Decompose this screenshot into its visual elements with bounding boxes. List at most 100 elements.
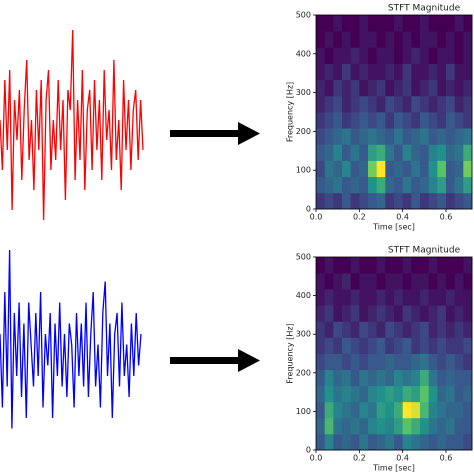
- cell: [385, 257, 395, 274]
- cell: [463, 176, 473, 194]
- cell: [342, 369, 352, 387]
- cell: [446, 417, 456, 435]
- cell: [394, 79, 404, 97]
- cell: [428, 144, 438, 161]
- cell: [446, 257, 456, 274]
- cell: [420, 31, 430, 48]
- x-tick-label: 0.2: [353, 213, 366, 222]
- cell: [385, 321, 395, 338]
- cell: [316, 369, 326, 387]
- cell: [428, 31, 438, 48]
- cell: [359, 321, 369, 338]
- cell: [333, 63, 343, 81]
- cell: [394, 321, 404, 338]
- cell: [333, 257, 343, 274]
- cell: [420, 385, 430, 403]
- cell: [376, 257, 386, 274]
- cell: [350, 63, 360, 81]
- cell: [324, 160, 334, 178]
- x-tick-label: 0.6: [440, 213, 453, 222]
- cell: [394, 289, 404, 306]
- cell: [463, 15, 473, 32]
- cell: [359, 433, 369, 451]
- cell: [316, 128, 326, 145]
- cell: [359, 176, 369, 194]
- cell: [463, 385, 473, 403]
- cell: [385, 95, 395, 113]
- cell: [359, 417, 369, 435]
- cell: [402, 95, 412, 113]
- cell: [376, 385, 386, 403]
- cell: [446, 63, 456, 81]
- cell: [394, 417, 404, 435]
- cell: [333, 305, 343, 322]
- cell: [454, 369, 464, 387]
- cell: [420, 433, 430, 451]
- cell: [454, 15, 464, 32]
- cell: [463, 337, 473, 354]
- cell: [463, 112, 473, 129]
- cell: [324, 273, 334, 290]
- cell: [324, 15, 334, 32]
- cell: [420, 257, 430, 274]
- cell: [368, 79, 378, 97]
- cell: [428, 273, 438, 290]
- cell: [428, 15, 438, 32]
- cell: [402, 417, 412, 435]
- cell: [394, 160, 404, 178]
- cell: [454, 385, 464, 403]
- cell: [411, 192, 421, 210]
- cell: [376, 95, 386, 113]
- cell: [342, 63, 352, 81]
- cell: [350, 144, 360, 161]
- cell: [394, 273, 404, 290]
- cell: [402, 63, 412, 81]
- y-tick-label: 100: [296, 407, 311, 416]
- cell: [385, 79, 395, 97]
- cell: [394, 144, 404, 161]
- cell: [437, 95, 447, 113]
- y-tick-label: 200: [296, 127, 311, 136]
- cell: [454, 144, 464, 161]
- cell: [333, 47, 343, 64]
- cell: [428, 112, 438, 129]
- cell: [420, 321, 430, 338]
- cell: [342, 257, 352, 274]
- cell: [368, 15, 378, 32]
- cell: [420, 144, 430, 161]
- cell: [316, 160, 326, 178]
- cell: [402, 273, 412, 290]
- cell: [385, 144, 395, 161]
- cell: [368, 369, 378, 387]
- cell: [342, 385, 352, 403]
- cell: [324, 433, 334, 451]
- cell: [333, 369, 343, 387]
- cell: [402, 305, 412, 322]
- cell: [437, 321, 447, 338]
- cell: [385, 192, 395, 210]
- cell: [385, 112, 395, 129]
- cell: [350, 257, 360, 274]
- cell: [428, 417, 438, 435]
- x-tick-label: 0.0: [310, 454, 323, 463]
- cell: [316, 401, 326, 419]
- cell: [316, 31, 326, 48]
- cell: [428, 337, 438, 354]
- cell: [342, 79, 352, 97]
- cell: [411, 79, 421, 97]
- cell: [368, 321, 378, 338]
- cell: [394, 15, 404, 32]
- cell: [420, 273, 430, 290]
- cell: [463, 31, 473, 48]
- cell: [333, 15, 343, 32]
- cell: [394, 353, 404, 370]
- cell: [394, 31, 404, 48]
- cell: [454, 128, 464, 145]
- cell: [350, 128, 360, 145]
- cell: [437, 305, 447, 322]
- cell: [437, 176, 447, 194]
- cell: [428, 257, 438, 274]
- cell: [402, 385, 412, 403]
- cell: [368, 273, 378, 290]
- cell: [333, 289, 343, 306]
